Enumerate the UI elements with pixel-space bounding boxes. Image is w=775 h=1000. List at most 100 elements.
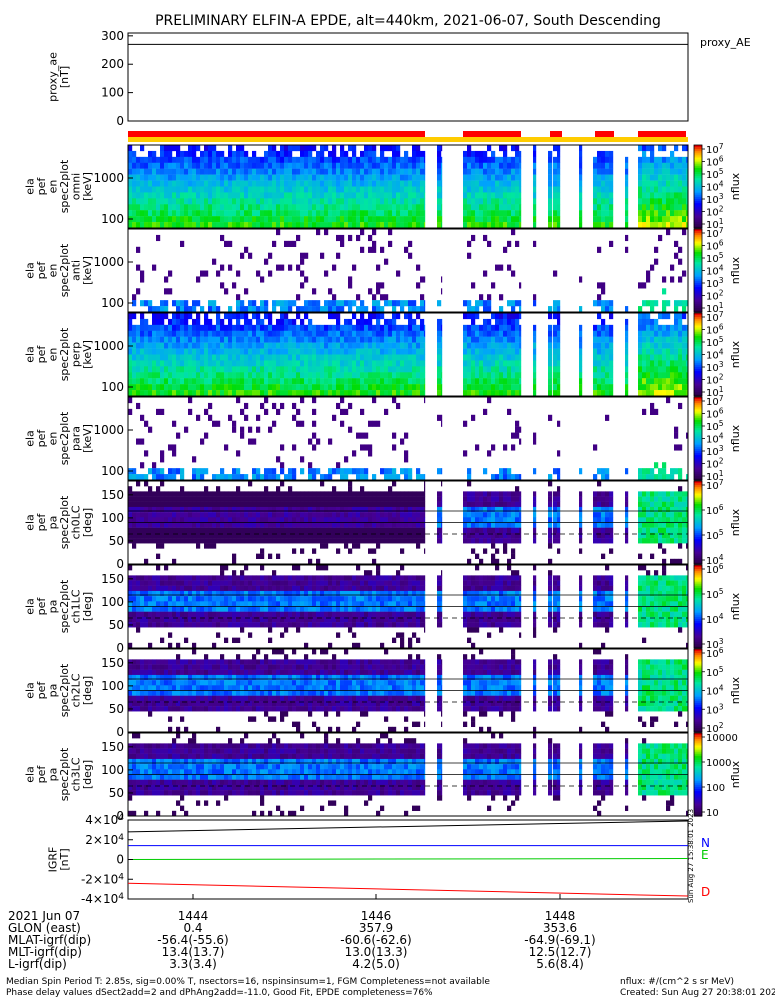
heatmap-cell xyxy=(276,342,281,349)
heatmap-cell xyxy=(364,204,369,211)
heatmap-cell xyxy=(344,456,349,463)
heatmap-cell xyxy=(240,506,245,513)
heatmap-cell xyxy=(240,366,245,373)
heatmap-cell xyxy=(200,517,205,523)
heatmap-cell xyxy=(196,517,201,523)
heatmap-cell xyxy=(204,313,209,320)
heatmap-cell xyxy=(420,192,425,199)
heatmap-cell xyxy=(264,313,269,320)
heatmap-cell xyxy=(519,517,522,523)
heatmap-cell xyxy=(352,264,357,271)
heatmap-cell xyxy=(236,496,241,502)
heatmap-cell xyxy=(360,390,365,397)
y-label-line: en xyxy=(46,264,59,278)
heatmap-cell xyxy=(184,354,189,361)
heatmap-cell xyxy=(212,384,217,391)
heatmap-cell xyxy=(348,306,353,313)
heatmap-cell xyxy=(507,162,512,169)
heatmap-cell xyxy=(132,330,137,337)
heatmap-cell xyxy=(511,313,516,320)
heatmap-cell xyxy=(396,313,401,320)
heatmap-cell xyxy=(216,538,221,544)
heatmap-cell xyxy=(152,501,157,508)
heatmap-cell xyxy=(479,517,484,523)
heatmap-cell xyxy=(533,186,537,193)
heatmap-cell xyxy=(601,282,606,289)
colorbar-cell xyxy=(694,461,702,464)
heatmap-cell xyxy=(340,390,345,397)
heatmap-cell xyxy=(316,186,321,193)
heatmap-cell xyxy=(519,156,522,163)
heatmap-cell xyxy=(515,174,520,181)
heatmap-cell xyxy=(168,501,173,508)
heatmap-cell xyxy=(232,468,237,475)
heatmap-cell xyxy=(336,390,341,397)
heatmap-cell xyxy=(658,330,663,337)
heatmap-cell xyxy=(392,342,397,349)
heatmap-cell xyxy=(324,324,329,331)
heatmap-cell xyxy=(515,420,520,427)
heatmap-cell xyxy=(392,174,397,181)
heatmap-cell xyxy=(216,306,221,313)
colorbar-cell xyxy=(694,196,702,200)
heatmap-cell xyxy=(128,501,133,508)
heatmap-cell xyxy=(268,162,273,169)
heatmap-cell xyxy=(180,384,185,391)
heatmap-cell xyxy=(264,204,269,211)
heatmap-cell xyxy=(515,240,520,247)
heatmap-cell xyxy=(372,336,377,343)
y-tick-label: 100 xyxy=(101,212,124,226)
heatmap-cell xyxy=(232,156,237,163)
heatmap-cell xyxy=(519,204,522,211)
heatmap-cell xyxy=(164,342,169,349)
heatmap-cell xyxy=(304,532,309,539)
heatmap-cell xyxy=(328,496,333,502)
colorbar-cell xyxy=(694,471,702,475)
heatmap-cell xyxy=(372,313,377,320)
heatmap-cell xyxy=(372,532,377,539)
heatmap-cell xyxy=(176,174,181,181)
heatmap-cell xyxy=(224,517,229,523)
heatmap-cell xyxy=(579,348,583,355)
heatmap-cell xyxy=(300,174,305,181)
heatmap-cell xyxy=(609,222,614,229)
heatmap-cell xyxy=(404,210,409,217)
heatmap-cell xyxy=(368,162,373,169)
heatmap-cell xyxy=(348,538,353,544)
heatmap-cell xyxy=(276,553,281,560)
heatmap-cell xyxy=(396,204,401,211)
heatmap-cell xyxy=(184,324,189,331)
heatmap-cell xyxy=(216,496,221,502)
heatmap-cell xyxy=(236,517,241,523)
heatmap-cell xyxy=(515,360,520,367)
heatmap-cell xyxy=(557,313,561,320)
heatmap-cell xyxy=(475,384,480,391)
heatmap-cell xyxy=(380,527,385,534)
heatmap-cell xyxy=(264,384,269,391)
heatmap-cell xyxy=(548,532,553,539)
heatmap-cell xyxy=(376,336,381,343)
heatmap-cell xyxy=(495,156,500,163)
colorbar-cell xyxy=(694,245,702,249)
heatmap-cell xyxy=(128,145,133,152)
heatmap-cell xyxy=(216,313,221,320)
heatmap-cell xyxy=(176,517,181,523)
heatmap-cell xyxy=(553,156,558,163)
heatmap-cell xyxy=(376,288,381,295)
heatmap-cell xyxy=(260,210,265,217)
heatmap-cell xyxy=(420,506,425,513)
heatmap-cell xyxy=(356,468,361,475)
heatmap-cell xyxy=(300,501,305,508)
heatmap-cell xyxy=(280,378,285,385)
heatmap-cell xyxy=(372,204,377,211)
heatmap-cell xyxy=(288,162,293,169)
heatmap-cell xyxy=(204,522,209,528)
heatmap-cell xyxy=(284,216,289,223)
heatmap-cell xyxy=(268,270,273,277)
heatmap-cell xyxy=(264,192,269,199)
heatmap-cell xyxy=(308,216,313,223)
heatmap-cell xyxy=(188,360,193,367)
heatmap-cell xyxy=(200,174,205,181)
heatmap-cell xyxy=(471,517,476,523)
heatmap-cell xyxy=(352,366,357,373)
